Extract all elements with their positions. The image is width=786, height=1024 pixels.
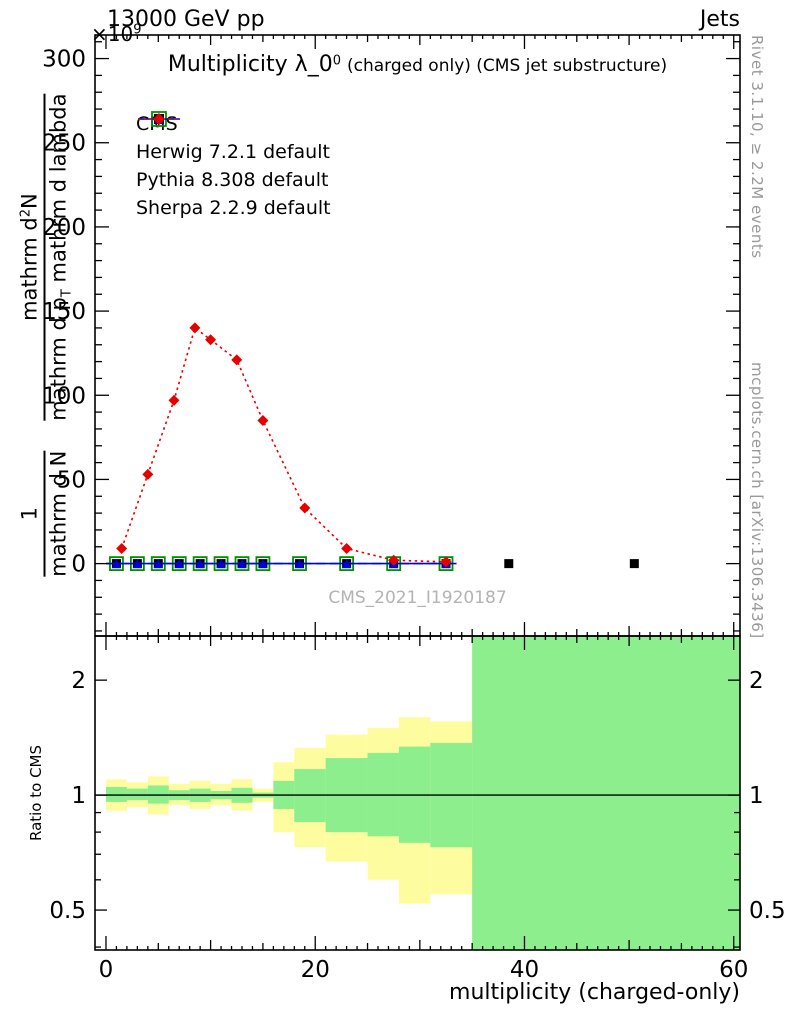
series-sherpa (116, 322, 452, 568)
data-point (237, 559, 247, 569)
frac1-denominator: mathrm d N (47, 451, 72, 578)
x-tick-label: 0 (99, 957, 114, 983)
plot-title-sup: 0 (332, 53, 341, 69)
data-point (629, 559, 639, 569)
data-point (440, 556, 452, 568)
rivet-version-note: Rivet 3.1.10, ≥ 2.2M events (748, 35, 766, 259)
legend-marker-glyph (153, 113, 165, 125)
frac2-num-post: N (17, 193, 42, 210)
data-point (111, 559, 121, 569)
data-point (174, 559, 184, 569)
frac2-num-sup: 2 (18, 209, 34, 218)
y-axis-scale-label: ×109 (91, 22, 142, 46)
frac2-den-pre: mathrm d p (47, 297, 72, 422)
ratio-tick-label-left: 1 (71, 783, 86, 809)
legend-marker-sherpa (138, 113, 180, 125)
plot-title-main: Multiplicity λ_0 (167, 52, 333, 77)
data-point (299, 502, 311, 514)
legend-label-sherpa: Sherpa 2.2.9 default (136, 197, 331, 219)
x-axis-title: multiplicity (charged-only) (449, 980, 740, 1005)
data-point (195, 559, 205, 569)
data-point (257, 415, 269, 427)
ratio-panel-frame (94, 635, 741, 951)
y-tick-label: 300 (42, 47, 86, 73)
y-tick-label: 250 (42, 131, 86, 157)
y-tick-label: 200 (42, 215, 86, 241)
legend-label-herwig: Herwig 7.2.1 default (136, 141, 330, 163)
data-point (258, 559, 268, 569)
ratio-tick-label-right: 1 (749, 783, 764, 809)
frac2-den-post: mathrm d lambda (47, 93, 72, 283)
beam-energy-label: 13000 GeV pp (107, 7, 265, 32)
ratio-band-green (472, 636, 740, 950)
axis-tick-labels: 0 50 100 150 200 250 300 0 20 40 60 0.5 0.5 1 1 2 2 (42, 47, 785, 983)
y-axis-label-frac1: 1 mathrm d N (17, 451, 72, 578)
y-tick-label: 150 (42, 299, 86, 325)
ratio-tick-label-left: 2 (71, 668, 86, 694)
scale-base: ×10 (91, 22, 134, 46)
data-point (153, 559, 163, 569)
x-tick-label: 40 (510, 957, 539, 983)
watermark: CMS_2021_I1920187 (328, 588, 507, 608)
y-tick-label: 0 (71, 552, 86, 578)
legend-label-pythia: Pythia 8.308 default (136, 169, 329, 191)
data-point (205, 334, 217, 346)
scale-exponent: 9 (133, 22, 142, 38)
ratio-axis-label: Ratio to CMS (14, 698, 58, 888)
data-point (116, 542, 128, 554)
data-point (142, 468, 154, 480)
data-point (189, 322, 201, 334)
series-line-sherpa (120, 326, 447, 563)
data-point (295, 559, 305, 569)
frac2-den-sub: T (60, 289, 76, 298)
data-point (168, 394, 180, 406)
data-point (216, 559, 226, 569)
plot-title: Multiplicity λ_00 (charged only) (CMS jet… (95, 52, 740, 77)
legend-item-sherpa: Sherpa 2.2.9 default (136, 113, 331, 222)
mcplots-reference-note: mcplots.cern.ch [arXiv:1306.3436] (748, 362, 766, 639)
data-point (132, 559, 142, 569)
data-point (231, 354, 243, 366)
frac2-num-pre: mathrm d (17, 217, 42, 322)
data-point (504, 559, 514, 569)
ratio-tick-label-right: 2 (749, 668, 764, 694)
ratio-axis-label-text: Ratio to CMS (27, 744, 46, 842)
axis-ticks (95, 35, 740, 950)
y-tick-label: 50 (57, 467, 86, 493)
ratio-tick-label-right: 0.5 (749, 898, 786, 924)
data-point (341, 542, 353, 554)
data-point (342, 559, 352, 569)
data-point (388, 554, 400, 566)
plot-title-suffix: (charged only) (CMS jet substructure) (346, 56, 668, 76)
x-tick-label: 20 (301, 957, 330, 983)
analysis-group-label: Jets (699, 7, 740, 32)
ratio-tick-label-left: 0.5 (49, 898, 86, 924)
y-tick-label: 100 (42, 383, 86, 409)
legend-item-pythia: Pythia 8.308 default (136, 114, 331, 194)
ratio-band-green (126, 788, 148, 801)
x-tick-label: 60 (719, 957, 748, 983)
legend-item-herwig: Herwig 7.2.1 default (136, 111, 331, 166)
frac1-numerator: 1 (17, 507, 42, 521)
